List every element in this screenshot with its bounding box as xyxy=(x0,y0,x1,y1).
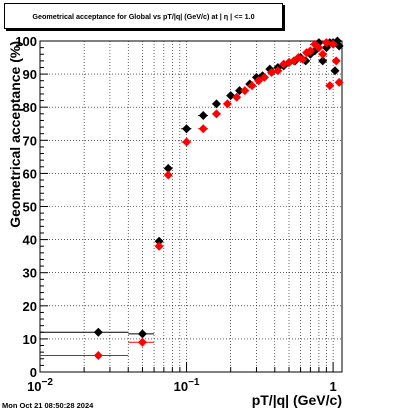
data-point xyxy=(240,86,250,96)
data-point xyxy=(211,109,221,119)
data-point xyxy=(325,81,335,91)
data-point xyxy=(321,38,331,48)
x-tick-label: 10−1 xyxy=(174,377,200,394)
y-tick-label: 0 xyxy=(30,365,37,380)
y-tick-label: 50 xyxy=(23,200,37,215)
data-point xyxy=(198,124,208,134)
data-point xyxy=(318,56,328,66)
data-point xyxy=(273,66,283,76)
data-point xyxy=(314,43,324,53)
chart-title-box: Geometrical acceptance for Global vs pT/… xyxy=(4,3,283,29)
data-point xyxy=(330,66,340,76)
data-point xyxy=(154,236,164,246)
data-point xyxy=(93,327,103,337)
y-tick-label: 30 xyxy=(23,266,37,281)
timestamp-footer: Mon Oct 21 08:50:28 2024 xyxy=(2,401,94,410)
y-tick-label: 90 xyxy=(23,67,37,82)
x-tick-label: 1 xyxy=(329,379,336,394)
data-point xyxy=(211,99,221,109)
y-tick-label: 70 xyxy=(23,133,37,148)
series-1 xyxy=(40,36,344,339)
data-point xyxy=(298,54,308,64)
data-point xyxy=(235,86,245,96)
y-axis-label: Geometrical acceptance (%) xyxy=(7,41,23,228)
data-point xyxy=(247,81,257,91)
data-point xyxy=(254,76,264,86)
data-point xyxy=(259,72,269,82)
data-point xyxy=(232,92,242,102)
data-point xyxy=(154,241,164,251)
data-point xyxy=(305,46,315,56)
y-tick-label: 80 xyxy=(23,100,37,115)
data-point xyxy=(93,350,103,360)
data-point xyxy=(331,56,341,66)
y-tick-label: 100 xyxy=(15,34,37,49)
x-axis-label: pT/|q| (GeV/c) xyxy=(252,392,342,408)
data-point xyxy=(182,137,192,147)
data-point xyxy=(334,77,344,87)
x-tick-label: 10−2 xyxy=(27,377,53,394)
data-point xyxy=(137,337,147,347)
data-point xyxy=(137,329,147,339)
data-point xyxy=(163,170,173,180)
y-tick-label: 40 xyxy=(23,233,37,248)
data-point xyxy=(267,67,277,77)
y-tick-label: 60 xyxy=(23,166,37,181)
chart-title: Geometrical acceptance for Global vs pT/… xyxy=(32,11,255,21)
data-point xyxy=(318,49,328,59)
data-point xyxy=(328,39,338,49)
series-2 xyxy=(40,38,344,360)
data-point xyxy=(222,99,232,109)
data-point xyxy=(182,124,192,134)
y-tick-label: 10 xyxy=(23,332,37,347)
data-point xyxy=(198,110,208,120)
data-point xyxy=(163,163,173,173)
y-tick-label: 20 xyxy=(23,299,37,314)
